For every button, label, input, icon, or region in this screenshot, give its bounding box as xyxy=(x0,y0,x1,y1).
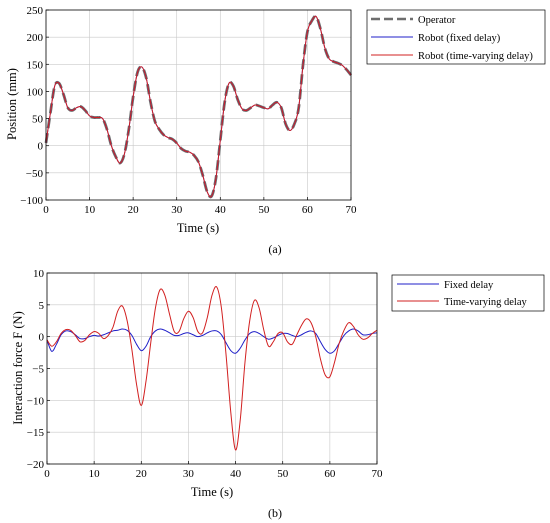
x-axis-label-a: Time (s) xyxy=(177,221,219,235)
x-tick-label: 10 xyxy=(84,204,96,216)
legend-box-b xyxy=(391,274,545,312)
ticks-b: 0 10 20 30 40 50 60 70 −20 −15 −10 −5 0 5 10 xyxy=(27,268,383,480)
y-tick-label: −20 xyxy=(27,459,45,471)
x-tick-label: 0 xyxy=(43,204,49,216)
x-tick-label: 40 xyxy=(215,204,227,216)
y-tick-label: 250 xyxy=(27,5,44,17)
x-tick-label: 70 xyxy=(372,468,384,480)
x-tick-label: 20 xyxy=(128,204,140,216)
x-axis-label-b: Time (s) xyxy=(191,485,233,499)
y-tick-label: 50 xyxy=(32,114,44,126)
legend-b: Fixed delay Time-varying delay xyxy=(391,274,545,312)
legend-label-robot-time-varying: Robot (time-varying delay) xyxy=(418,51,533,62)
ticks-a: 0 10 20 30 40 50 60 70 −100 −50 0 50 100 150 200 250 xyxy=(20,5,357,216)
y-tick-label: 100 xyxy=(27,86,44,98)
series-line-fixed-delay xyxy=(46,328,378,354)
x-tick-label: 60 xyxy=(302,204,314,216)
y-tick-label: −10 xyxy=(27,395,45,407)
x-tick-label: 60 xyxy=(324,468,336,480)
x-tick-label: 20 xyxy=(136,468,148,480)
x-tick-label: 0 xyxy=(44,468,50,480)
y-tick-label: 0 xyxy=(38,141,44,153)
x-tick-label: 50 xyxy=(258,204,270,216)
y-tick-label: −5 xyxy=(32,364,44,376)
x-tick-label: 30 xyxy=(171,204,183,216)
legend-label-operator: Operator xyxy=(418,15,456,26)
legend-label-fixed-delay: Fixed delay xyxy=(444,280,494,291)
y-tick-label: 200 xyxy=(27,32,44,44)
y-tick-label: −50 xyxy=(26,168,44,180)
subfigure-label-b: (b) xyxy=(268,506,282,520)
series-group-a xyxy=(44,14,353,199)
y-tick-label: 150 xyxy=(27,59,44,71)
series-line-robot-time-varying-delay xyxy=(45,15,352,198)
legend-label-time-varying-delay: Time-varying delay xyxy=(444,297,527,308)
legend-label-robot-fixed: Robot (fixed delay) xyxy=(418,33,501,44)
x-tick-label: 30 xyxy=(183,468,195,480)
subfigure-label-a: (a) xyxy=(268,242,281,256)
y-tick-label: −100 xyxy=(20,195,43,207)
y-axis-label-b: Interaction force F (N) xyxy=(11,311,25,425)
y-tick-label: −15 xyxy=(27,427,45,439)
x-tick-label: 50 xyxy=(277,468,289,480)
plot-frame-a xyxy=(45,9,352,201)
grid-b xyxy=(47,273,377,464)
series-line-time-varying-delay xyxy=(46,286,378,451)
series-group-b xyxy=(46,286,378,451)
x-tick-label: 70 xyxy=(346,204,358,216)
legend-a: Operator Robot (fixed delay) Robot (time… xyxy=(366,9,546,65)
chart-a: 0 10 20 30 40 50 60 70 −100 −50 0 50 100 150 200 250 Ti… xyxy=(5,5,546,256)
x-tick-label: 10 xyxy=(89,468,101,480)
x-tick-label: 40 xyxy=(230,468,242,480)
y-tick-label: 10 xyxy=(33,268,45,280)
y-axis-label-a: Position (mm) xyxy=(5,68,19,140)
y-tick-label: 0 xyxy=(39,332,45,344)
y-tick-label: 5 xyxy=(39,300,45,312)
